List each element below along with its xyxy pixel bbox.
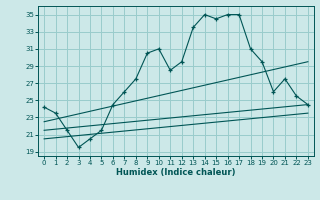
X-axis label: Humidex (Indice chaleur): Humidex (Indice chaleur)	[116, 168, 236, 177]
